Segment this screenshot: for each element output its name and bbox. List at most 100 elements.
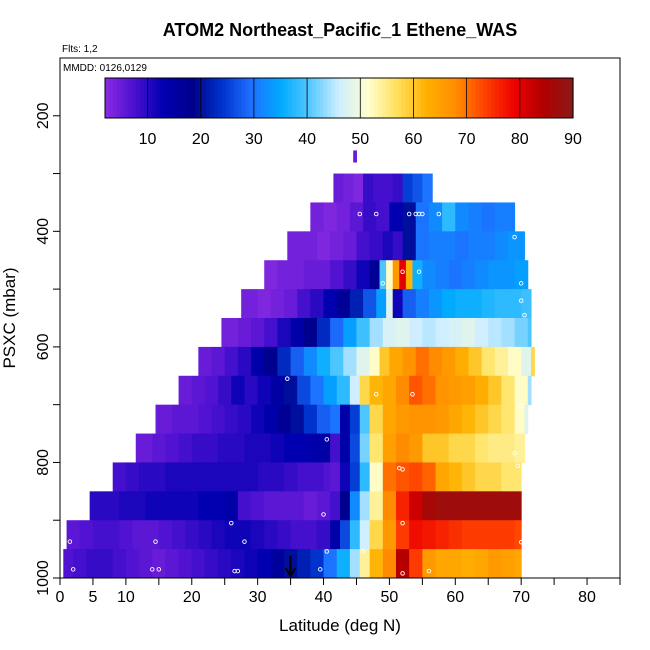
heatmap-cell (316, 318, 331, 348)
colorbar-swatch (545, 78, 551, 118)
heatmap-cell (422, 549, 437, 579)
y-tick-label: 1000 (35, 560, 52, 596)
heatmap-cell (297, 375, 311, 406)
sample-markers (67, 211, 531, 576)
heatmap-cell (251, 346, 265, 377)
heatmap-cell (369, 231, 384, 261)
y-tick-label: 600 (35, 333, 52, 360)
colorbar-swatch (354, 78, 360, 118)
heatmap-cell (359, 520, 371, 550)
colorbar-swatch (393, 78, 399, 118)
heatmap-cell (369, 318, 384, 348)
heatmap-cell (396, 549, 410, 579)
heatmap-cell (211, 346, 226, 377)
heatmap-cell (310, 375, 325, 406)
heatmap-cell (448, 462, 463, 492)
heatmap-cell (211, 491, 226, 521)
heatmap-cell (379, 260, 387, 290)
heatmap-cell (527, 318, 532, 348)
colorbar-tick-label: 10 (139, 131, 157, 148)
heatmap-cell (270, 549, 285, 579)
heatmap-cell (481, 231, 496, 261)
colorbar-swatch (385, 78, 391, 118)
heatmap-cell (290, 491, 305, 521)
heatmap-cell (488, 462, 502, 492)
heatmap-cell (382, 491, 397, 521)
heatmap-cell (488, 260, 502, 290)
heatmap-cell (422, 318, 437, 348)
heatmap-cell (448, 433, 463, 463)
heatmap-cell (198, 520, 213, 550)
heatmap-cell (448, 549, 463, 579)
heatmap-cell (369, 260, 381, 290)
heatmap-cell (244, 375, 259, 406)
sample-point (357, 211, 363, 217)
heatmap-cell (488, 404, 502, 435)
colorbar-swatch (307, 78, 313, 118)
heatmap-cell (323, 375, 338, 406)
heatmap-cell (442, 346, 456, 377)
heatmap-cell (501, 520, 516, 550)
heatmap-cell (475, 260, 489, 290)
heatmap-cell (237, 520, 252, 550)
heatmap-cell (316, 346, 331, 377)
colorbar-swatch (140, 78, 145, 118)
heatmap-cell (448, 260, 463, 290)
heatmap-cell (349, 404, 361, 435)
heatmap-cell (303, 231, 318, 261)
heatmap-cell (396, 404, 410, 435)
heatmap-cell (353, 150, 357, 163)
heatmap-cell (264, 491, 278, 521)
heatmap-cell (290, 260, 305, 290)
heatmap-cell (172, 520, 186, 550)
colorbar-swatch (526, 78, 531, 118)
heatmap-cell (448, 375, 463, 406)
heatmap-cell (382, 462, 397, 492)
heatmap-cell (461, 462, 476, 492)
heatmap-cell (442, 289, 456, 319)
heatmap-cell (257, 375, 272, 406)
heatmap-cell (191, 433, 206, 463)
arrow-head (284, 567, 297, 578)
heatmap-cell (172, 491, 186, 521)
colorbar-swatch (108, 78, 114, 118)
heatmap-cell (422, 404, 437, 435)
sample-point (70, 567, 76, 572)
colorbar-swatch (175, 78, 180, 118)
y-axis: 200 400 600 800 1000 (35, 102, 60, 596)
sample-point (420, 211, 425, 217)
heatmap-cell (224, 404, 239, 435)
heatmap-cell (349, 289, 364, 319)
heatmap-cell (422, 173, 433, 203)
heatmap-cell (251, 318, 265, 348)
heatmap-cell (501, 318, 516, 348)
heatmap-cell (396, 491, 410, 521)
heatmap-cell (349, 375, 361, 406)
heatmap-cell (336, 202, 351, 232)
heatmap-cell (356, 318, 371, 348)
heatmap-cell (218, 433, 232, 463)
heatmap-cell (158, 491, 173, 521)
sample-point (321, 512, 326, 517)
colorbar-tick-label: 30 (245, 131, 263, 148)
heatmap-cell (422, 491, 437, 521)
heatmap-cell (363, 202, 377, 232)
heatmap-cell (488, 375, 502, 406)
heatmap-cell (501, 549, 516, 579)
heatmap-cell (475, 375, 489, 406)
heatmap-cell (112, 462, 127, 492)
heatmap-cell (356, 231, 371, 261)
heatmap-cell (303, 318, 318, 348)
colorbar-swatch (362, 78, 367, 118)
colorbar-swatch (151, 78, 157, 118)
heatmap-cell (488, 318, 502, 348)
heatmap-cell (422, 260, 437, 290)
colorbar-swatch (498, 78, 504, 118)
colorbar-swatch (186, 78, 192, 118)
heatmap-cell (382, 433, 397, 463)
y-tick-label: 200 (35, 102, 52, 129)
heatmap-cell (204, 462, 219, 492)
colorbar-swatch (300, 78, 305, 118)
heatmap-cell (521, 346, 532, 377)
colorbar-swatch (261, 78, 266, 118)
